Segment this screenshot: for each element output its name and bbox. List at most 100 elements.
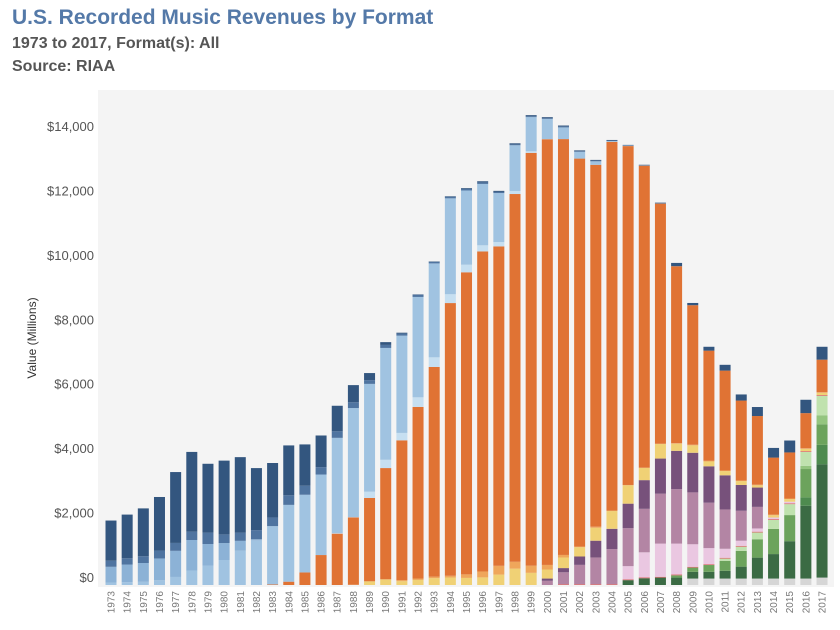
bar-segment-1998-series-11[interactable] (509, 561, 521, 569)
bar-segment-2001-series-8[interactable] (557, 572, 569, 585)
bar-segment-2004-series-9[interactable] (606, 528, 618, 550)
bar-segment-1995-series-13[interactable] (461, 264, 473, 273)
bar-segment-2008-series-1[interactable] (671, 577, 683, 585)
bar-segment-1989-series-16[interactable] (364, 380, 376, 384)
bar-segment-2013-series-12[interactable] (751, 416, 763, 485)
bar-segment-2012-series-1[interactable] (735, 566, 747, 579)
bar-segment-1991-series-16[interactable] (396, 333, 408, 336)
bar-segment-1984-series-12[interactable] (283, 581, 295, 585)
bar-segment-2012-series-3[interactable] (735, 550, 747, 567)
bar-segment-2011-series-11[interactable] (719, 470, 731, 472)
bar-segment-2002-series-10[interactable] (574, 547, 586, 557)
bar-segment-1978-series-15[interactable] (186, 539, 198, 571)
bar-segment-2004-series-14[interactable] (606, 141, 618, 142)
bar-segment-2007-series-10[interactable] (654, 444, 666, 459)
bar-segment-2012-series-6[interactable] (735, 545, 747, 547)
bar-segment-2008-series-6[interactable] (671, 574, 683, 576)
bar-segment-1986-series-17[interactable] (315, 435, 327, 468)
bar-segment-2015-series-12[interactable] (784, 452, 796, 499)
bar-segment-2017-series-3[interactable] (816, 424, 828, 445)
bar-segment-2002-series-12[interactable] (574, 158, 586, 547)
bar-segment-2004-series-10[interactable] (606, 511, 618, 529)
bar-segment-1979-series-16[interactable] (202, 532, 214, 544)
bar-segment-1996-series-10[interactable] (477, 577, 489, 585)
bar-segment-2009-series-0[interactable] (687, 578, 699, 585)
bar-segment-2008-series-9[interactable] (671, 450, 683, 490)
bar-segment-1997-series-14[interactable] (493, 193, 505, 243)
bar-segment-2000-series-8[interactable] (541, 580, 553, 585)
bar-segment-1997-series-16[interactable] (493, 191, 505, 194)
bar-segment-2013-series-10[interactable] (751, 485, 763, 488)
bar-segment-1980-series-16[interactable] (218, 534, 230, 544)
bar-segment-2016-series-12[interactable] (800, 413, 812, 449)
bar-segment-1992-series-12[interactable] (412, 406, 424, 579)
bar-segment-2016-series-17[interactable] (800, 399, 812, 414)
bar-segment-1999-series-11[interactable] (525, 565, 537, 573)
bar-segment-2011-series-3[interactable] (719, 560, 731, 571)
bar-segment-2000-series-10[interactable] (541, 569, 553, 579)
bar-segment-1993-series-13[interactable] (428, 357, 440, 367)
bar-segment-2009-series-1[interactable] (687, 571, 699, 579)
bar-segment-2016-series-2[interactable] (800, 497, 812, 506)
bar-segment-2011-series-5[interactable] (719, 558, 731, 561)
bar-segment-2001-series-6[interactable] (557, 584, 569, 585)
bar-segment-2003-series-16[interactable] (590, 160, 602, 162)
bar-segment-1975-series-15[interactable] (137, 563, 149, 582)
bar-segment-1999-series-13[interactable] (525, 151, 537, 153)
bar-segment-2008-series-3[interactable] (671, 575, 683, 578)
bar-segment-1975-series-14[interactable] (137, 581, 149, 585)
bar-segment-1987-series-12[interactable] (331, 533, 343, 585)
bar-segment-1989-series-12[interactable] (364, 497, 376, 582)
bar-segment-1987-series-16[interactable] (331, 431, 343, 438)
bar-segment-2003-series-6[interactable] (590, 584, 602, 585)
bar-segment-2004-series-12[interactable] (606, 141, 618, 511)
bar-segment-2005-series-10[interactable] (622, 485, 634, 504)
bar-segment-2008-series-12[interactable] (671, 266, 683, 444)
bar-segment-2005-series-12[interactable] (622, 146, 634, 485)
bar-segment-1980-series-14[interactable] (218, 560, 230, 585)
bar-segment-1991-series-11[interactable] (396, 580, 408, 582)
bar-segment-2013-series-7[interactable] (751, 528, 763, 532)
bar-segment-1984-series-17[interactable] (283, 445, 295, 496)
bar-segment-1993-series-10[interactable] (428, 578, 440, 585)
bar-segment-1979-series-15[interactable] (202, 543, 214, 566)
bar-segment-2001-series-12[interactable] (557, 139, 569, 555)
bar-segment-2000-series-9[interactable] (541, 578, 553, 581)
bar-segment-1978-series-16[interactable] (186, 531, 198, 540)
bar-segment-1994-series-16[interactable] (444, 196, 456, 199)
bar-segment-1999-series-12[interactable] (525, 152, 537, 566)
bar-segment-1990-series-12[interactable] (380, 468, 392, 580)
bar-segment-2006-series-17[interactable] (638, 164, 650, 166)
bar-segment-2015-series-10[interactable] (784, 499, 796, 502)
bar-segment-1991-series-17[interactable] (396, 332, 408, 334)
bar-segment-2012-series-9[interactable] (735, 484, 747, 511)
bar-segment-2016-series-6[interactable] (800, 451, 812, 452)
bar-segment-2015-series-7[interactable] (784, 501, 796, 504)
bar-segment-2008-series-10[interactable] (671, 443, 683, 451)
bar-segment-2014-series-10[interactable] (768, 515, 780, 518)
bar-segment-1979-series-17[interactable] (202, 463, 214, 533)
bar-segment-2015-series-3[interactable] (784, 515, 796, 542)
bar-segment-2009-series-7[interactable] (687, 544, 699, 567)
bar-segment-2015-series-1[interactable] (784, 541, 796, 579)
bar-segment-1977-series-14[interactable] (170, 576, 182, 585)
bar-segment-1974-series-14[interactable] (121, 582, 133, 585)
bar-segment-1986-series-14[interactable] (315, 474, 327, 556)
bar-segment-2016-series-10[interactable] (800, 448, 812, 452)
bar-segment-2000-series-14[interactable] (541, 118, 553, 140)
bar-segment-2006-series-7[interactable] (638, 552, 650, 578)
bar-segment-1976-series-16[interactable] (153, 550, 165, 559)
bar-segment-2011-series-10[interactable] (719, 471, 731, 476)
bar-segment-1997-series-12[interactable] (493, 246, 505, 566)
bar-segment-1973-series-15[interactable] (105, 566, 117, 583)
bar-segment-2001-series-17[interactable] (557, 125, 569, 127)
bar-segment-2007-series-7[interactable] (654, 543, 666, 577)
bar-segment-1992-series-10[interactable] (412, 579, 424, 585)
bar-segment-1995-series-16[interactable] (461, 188, 473, 191)
bar-segment-2001-series-16[interactable] (557, 126, 569, 128)
bar-segment-2005-series-9[interactable] (622, 503, 634, 529)
bar-segment-2006-series-10[interactable] (638, 467, 650, 481)
bar-segment-2017-series-4[interactable] (816, 415, 828, 425)
bar-segment-1999-series-16[interactable] (525, 116, 537, 118)
bar-segment-2012-series-12[interactable] (735, 400, 747, 481)
